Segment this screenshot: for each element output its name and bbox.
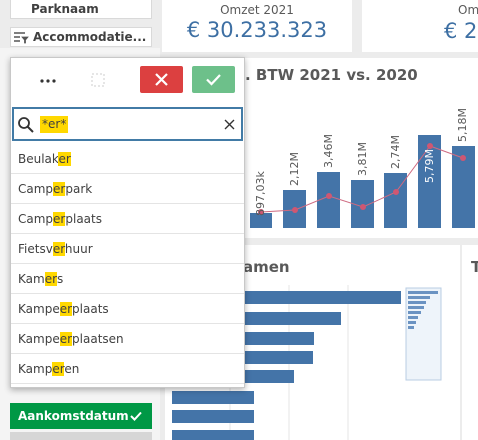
filter-icon (14, 32, 29, 44)
kpi-card: Om € 21. (362, 0, 478, 52)
filter-box[interactable]: Accommodatie... (10, 27, 152, 47)
item-text: plaats (65, 212, 102, 226)
bar (250, 213, 272, 228)
match-text: er (59, 332, 73, 346)
bar (384, 173, 407, 228)
search-text: *er* (40, 116, 69, 133)
bar-label: 5,79M (423, 149, 436, 183)
bar-label: 5,18M (456, 108, 469, 142)
filter-box[interactable]: Parknaam (10, 0, 152, 19)
bar (351, 180, 374, 228)
chart-title: amen (243, 258, 290, 276)
item-text: Beulak (18, 152, 59, 166)
clear-button[interactable] (224, 119, 235, 130)
bar-label: 897,03k (254, 171, 267, 216)
bar (452, 146, 475, 228)
item-text: Camp (18, 212, 54, 226)
chart-panel: T (462, 245, 478, 440)
bar-label: 2,74M (389, 135, 402, 169)
match-text: er (44, 272, 58, 286)
item-text: Kampe (18, 302, 60, 316)
kpi-value: € 30.233.323 (186, 18, 328, 42)
bar (418, 135, 441, 228)
chart-title: . BTW 2021 vs. 2020 (245, 66, 418, 84)
list-item[interactable]: Camperpark (11, 174, 244, 204)
field-box (10, 432, 152, 440)
match-text: er (58, 152, 71, 166)
search-icon (18, 117, 34, 133)
item-text: park (65, 182, 93, 196)
list-item[interactable]: Kampeerplaats (11, 294, 244, 324)
item-text: s (57, 272, 64, 286)
cancel-icon (155, 73, 168, 86)
match-text: er (59, 302, 73, 316)
selected-field[interactable]: Aankomstdatum (10, 403, 152, 429)
match-text: er (52, 242, 65, 256)
selection-popover: *er* Beulaker Camperpark Camperplaats Fiets… (10, 57, 245, 388)
value-list: Beulaker Camperpark Camperplaats Fietsverhu… (11, 144, 244, 387)
list-item[interactable]: Kamers (11, 264, 244, 294)
item-text: Kamp (18, 362, 53, 376)
kpi-card: Omzet 2021 € 30.233.323 (162, 0, 352, 52)
list-item[interactable]: Kampeerplaatsen (11, 324, 244, 354)
list-item[interactable]: Beulaker (11, 144, 244, 174)
filter-label: Parknaam (31, 2, 99, 16)
item-text: Fietsv (18, 242, 53, 256)
cancel-button[interactable] (140, 66, 183, 93)
list-item[interactable]: Camperplaats (11, 204, 244, 234)
item-text: plaatsen (72, 332, 124, 346)
list-item[interactable]: Fietsverhuur (11, 234, 244, 264)
list-item[interactable]: Kamperen (11, 354, 244, 384)
match-text: er (52, 362, 65, 376)
item-text: en (64, 362, 80, 376)
item-text: huur (64, 242, 93, 256)
item-text: Kam (18, 272, 45, 286)
check-icon (130, 411, 142, 421)
field-label: Aankomstdatum (18, 409, 129, 423)
selection-tool[interactable] (90, 72, 106, 88)
kpi-value: € 21. (444, 19, 478, 43)
item-text: Camp (18, 182, 54, 196)
bar-label: 2,12M (288, 152, 301, 186)
bar-label: 3,46M (322, 134, 335, 168)
chart-title: T (471, 258, 478, 276)
item-text: plaats (72, 302, 109, 316)
item-text: Kampe (18, 332, 60, 346)
match-text: er (53, 182, 66, 196)
bar-label: 3,81M (356, 142, 369, 176)
line-dots (258, 143, 466, 215)
more-button[interactable] (39, 78, 59, 84)
search-box[interactable]: *er* (12, 107, 243, 141)
bar (317, 172, 340, 228)
confirm-button[interactable] (192, 66, 235, 93)
filter-label: Accommodatie... (33, 30, 147, 44)
match-text: er (53, 212, 66, 226)
kpi-label: Om (458, 3, 478, 17)
confirm-icon (206, 74, 221, 86)
kpi-label: Omzet 2021 (220, 3, 294, 17)
